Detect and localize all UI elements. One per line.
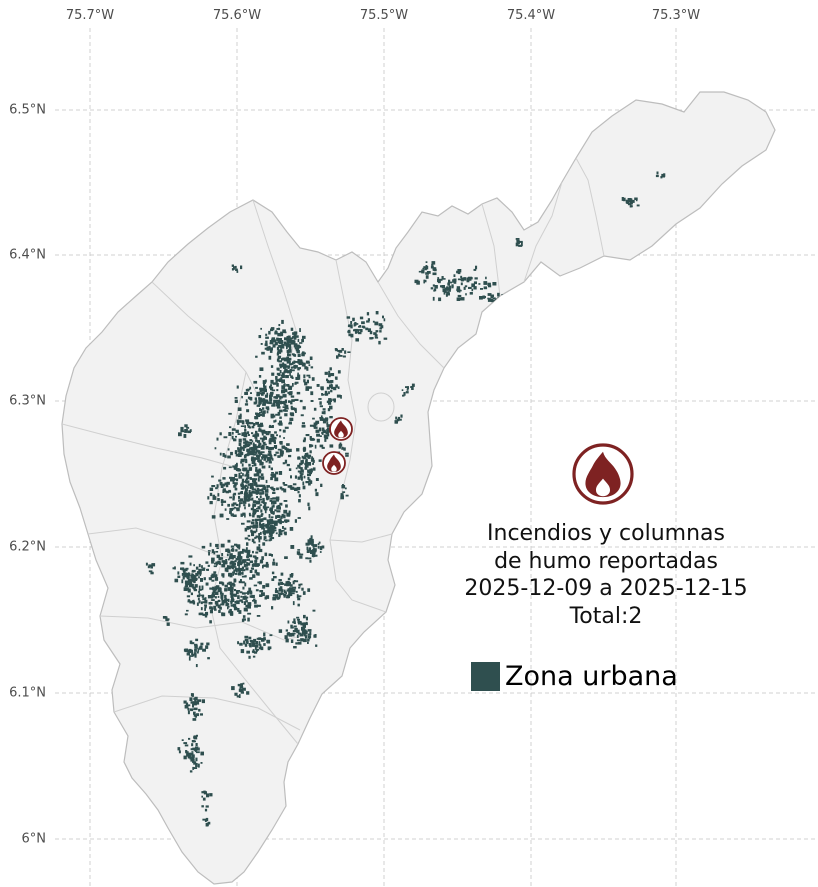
annotation-total: Total:2	[569, 603, 643, 629]
fire-icon	[329, 417, 353, 441]
legend: Zona urbana	[471, 662, 678, 691]
urban-zone-swatch	[471, 662, 500, 691]
y-tick-label: 6.4°N	[9, 247, 46, 263]
urban-zone-label: Zona urbana	[505, 661, 678, 692]
x-tick-label: 75.7°W	[65, 8, 115, 23]
x-tick-label: 75.3°W	[651, 8, 701, 23]
fire-icon	[322, 451, 346, 475]
fire-icon	[572, 443, 634, 505]
y-tick-label: 6.2°N	[9, 539, 46, 555]
y-tick-label: 6°N	[21, 831, 47, 847]
urban-zone-points	[145, 171, 666, 827]
y-tick-label: 6.1°N	[9, 685, 46, 701]
region-polygon	[61, 91, 776, 885]
fire-markers	[322, 417, 353, 475]
y-tick-label: 6.5°N	[9, 102, 46, 118]
x-tick-label: 75.4°W	[506, 8, 556, 23]
x-tick-label: 75.5°W	[359, 8, 409, 23]
annotation-block: Incendios y columnas de humo reportadas …	[425, 520, 787, 630]
x-tick-label: 75.6°W	[212, 8, 262, 23]
annotation-date-range: 2025-12-09 a 2025-12-15	[464, 576, 748, 601]
legend-fire-icon	[572, 443, 634, 505]
y-tick-label: 6.3°N	[9, 393, 46, 409]
annotation-title-line-2: de humo reportadas	[494, 548, 718, 574]
annotation-title-line-1: Incendios y columnas	[487, 521, 725, 546]
